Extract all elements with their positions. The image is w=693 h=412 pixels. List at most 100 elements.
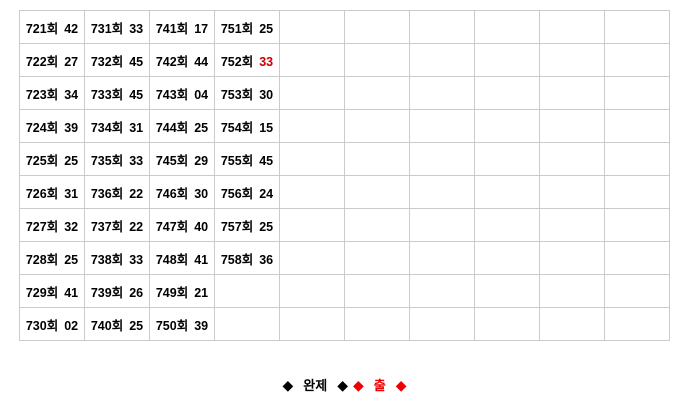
empty-cell: [539, 307, 605, 341]
value-label: 25: [259, 21, 274, 36]
round-label: 733회: [90, 87, 124, 102]
round-label: 725회: [25, 153, 59, 168]
result-cell: 756회 24: [214, 175, 280, 209]
empty-cell: [344, 208, 410, 242]
empty-cell: [214, 307, 280, 341]
result-cell: 727회 32: [19, 208, 85, 242]
empty-cell: [604, 142, 670, 176]
empty-cell: [344, 43, 410, 77]
round-label: 750회: [155, 318, 189, 333]
result-cell: 721회 42: [19, 10, 85, 44]
value-label: 25: [259, 219, 274, 234]
value-label: 34: [64, 87, 79, 102]
empty-cell: [409, 208, 475, 242]
round-label: 756회: [220, 186, 254, 201]
legend-label-wanje: 완제: [303, 378, 328, 393]
round-label: 734회: [90, 120, 124, 135]
result-cell: 729회 41: [19, 274, 85, 308]
empty-cell: [539, 76, 605, 110]
empty-cell: [279, 10, 345, 44]
empty-cell: [344, 10, 410, 44]
value-label: 31: [129, 120, 144, 135]
empty-cell: [279, 109, 345, 143]
result-cell: 744회 25: [149, 109, 215, 143]
empty-cell: [539, 10, 605, 44]
round-label: 748회: [155, 252, 189, 267]
results-table-body: 721회 42 731회 33 741회 17 751회 25 722회 27 732회 45 742회…: [19, 10, 670, 341]
empty-cell: [539, 208, 605, 242]
empty-cell: [474, 10, 540, 44]
round-label: 749회: [155, 285, 189, 300]
result-cell: 751회 25: [214, 10, 280, 44]
round-label: 746회: [155, 186, 189, 201]
round-label: 728회: [25, 252, 59, 267]
table-row: 730회 02 740회 25 750회 39: [19, 307, 670, 341]
table-row: 728회 25 738회 33 748회 41 758회 36: [19, 241, 670, 275]
empty-cell: [539, 142, 605, 176]
round-label: 742회: [155, 54, 189, 69]
round-label: 726회: [25, 186, 59, 201]
round-label: 735회: [90, 153, 124, 168]
empty-cell: [279, 43, 345, 77]
value-label: 29: [194, 153, 209, 168]
value-label: 30: [259, 87, 274, 102]
table-row: 721회 42 731회 33 741회 17 751회 25: [19, 10, 670, 44]
result-cell: 749회 21: [149, 274, 215, 308]
table-row: 723회 34 733회 45 743회 04 753회 30: [19, 76, 670, 110]
empty-cell: [344, 274, 410, 308]
empty-cell: [474, 76, 540, 110]
result-cell: 740회 25: [84, 307, 150, 341]
round-label: 755회: [220, 153, 254, 168]
round-label: 744회: [155, 120, 189, 135]
value-label: 22: [129, 186, 144, 201]
diamond-icon-black-right: ◆: [337, 376, 348, 393]
result-cell: 726회 31: [19, 175, 85, 209]
round-label: 753회: [220, 87, 254, 102]
table-row: 729회 41 739회 26 749회 21: [19, 274, 670, 308]
table-row: 727회 32 737회 22 747회 40 757회 25: [19, 208, 670, 242]
empty-cell: [409, 307, 475, 341]
empty-cell: [279, 241, 345, 275]
empty-cell: [604, 307, 670, 341]
empty-cell: [344, 307, 410, 341]
result-cell: 755회 45: [214, 142, 280, 176]
result-cell: 745회 29: [149, 142, 215, 176]
empty-cell: [604, 175, 670, 209]
result-cell: 742회 44: [149, 43, 215, 77]
value-label: 24: [259, 186, 274, 201]
result-cell: 722회 27: [19, 43, 85, 77]
round-label: 727회: [25, 219, 59, 234]
round-label: 738회: [90, 252, 124, 267]
value-label: 22: [129, 219, 144, 234]
empty-cell: [474, 175, 540, 209]
result-cell: 732회 45: [84, 43, 150, 77]
legend: ◆ 완제 ◆ ◆ 출 ◆: [19, 375, 670, 394]
round-label: 730회: [25, 318, 59, 333]
value-label: 40: [194, 219, 209, 234]
empty-cell: [344, 109, 410, 143]
legend-label-chul: 출: [373, 378, 386, 393]
round-label: 741회: [155, 21, 189, 36]
value-label: 31: [64, 186, 79, 201]
empty-cell: [279, 208, 345, 242]
diamond-icon-red-left: ◆: [352, 376, 364, 393]
value-label: 41: [194, 252, 209, 267]
round-label: 739회: [90, 285, 124, 300]
result-cell: 752회 33: [214, 43, 280, 77]
diamond-icon-black-left: ◆: [282, 376, 294, 393]
result-cell: 738회 33: [84, 241, 150, 275]
result-cell: 758회 36: [214, 241, 280, 275]
empty-cell: [539, 241, 605, 275]
empty-cell: [604, 208, 670, 242]
value-label: 30: [194, 186, 209, 201]
round-label: 722회: [25, 54, 59, 69]
empty-cell: [409, 274, 475, 308]
result-cell: 743회 04: [149, 76, 215, 110]
round-label: 732회: [90, 54, 124, 69]
empty-cell: [214, 274, 280, 308]
empty-cell: [409, 241, 475, 275]
result-cell: 748회 41: [149, 241, 215, 275]
result-cell: 741회 17: [149, 10, 215, 44]
empty-cell: [604, 43, 670, 77]
round-label: 723회: [25, 87, 59, 102]
